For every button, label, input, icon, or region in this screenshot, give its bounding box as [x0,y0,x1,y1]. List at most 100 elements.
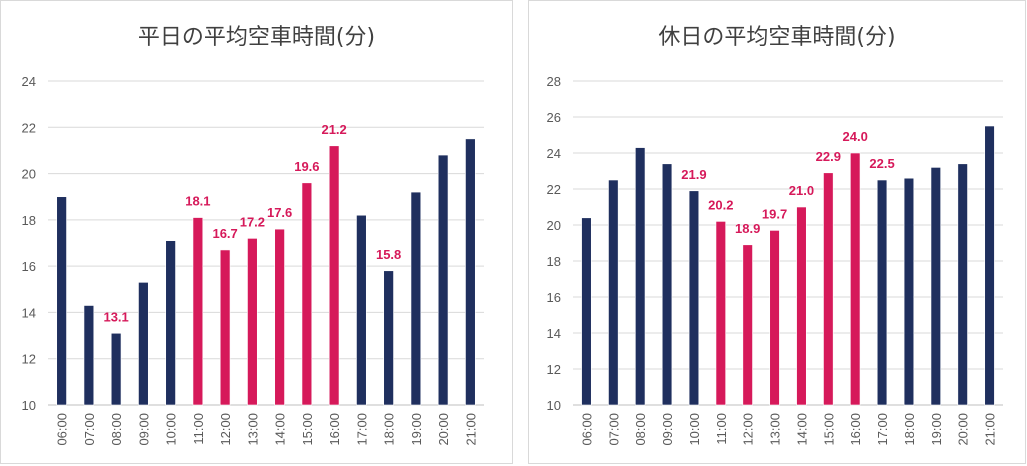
x-tick-label: 07:00 [606,413,621,446]
x-tick-label: 06:00 [55,413,70,446]
data-label: 17.6 [267,205,292,220]
y-tick-label: 22 [547,182,561,197]
bar-1400 [796,206,807,406]
bar-1300 [247,238,258,406]
data-label: 18.9 [735,221,760,236]
x-tick-label: 14:00 [794,413,809,446]
data-label: 22.9 [816,149,841,164]
x-tick-label: 12:00 [218,413,233,446]
x-tick-label: 17:00 [875,413,890,446]
bar-1700 [356,214,367,406]
x-tick-label: 14:00 [273,413,288,446]
x-tick-label: 15:00 [821,413,836,446]
x-tick-label: 20:00 [956,413,971,446]
x-tick-label: 21:00 [983,413,998,446]
x-tick-label: 19:00 [409,413,424,446]
bar-1900 [930,167,941,406]
y-tick-label: 12 [22,352,36,367]
x-tick-label: 21:00 [463,413,478,446]
data-label: 17.2 [240,214,265,229]
bar-0700 [608,179,619,406]
data-label: 19.7 [762,206,787,221]
data-label: 22.5 [869,156,894,171]
data-label: 21.9 [681,167,706,182]
bar-1800 [383,270,394,406]
bar-1600 [850,152,861,406]
y-tick-label: 10 [22,398,36,413]
data-label: 24.0 [843,129,868,144]
x-tick-label: 18:00 [902,413,917,446]
bar-1500 [301,182,313,406]
bar-1100 [192,217,204,406]
bar-0600 [581,217,592,406]
bar-1000 [688,190,700,406]
bar-1100 [715,221,726,406]
holiday-chart-title: 休日の平均空車時間(分) [658,25,896,50]
bar-0900 [661,163,673,406]
y-tick-label: 10 [547,398,561,413]
data-label: 13.1 [103,309,128,324]
bar-2000 [437,154,449,406]
data-label: 20.2 [708,197,733,212]
bar-0900 [138,282,149,406]
x-tick-label: 11:00 [714,413,729,445]
y-tick-label: 18 [547,254,561,269]
x-tick-label: 16:00 [848,413,863,446]
bar-0600 [56,196,67,406]
y-tick-label: 12 [547,362,561,377]
weekday-chart: 10 12 14 16 18 20 22 24 06:00 07:00 08:00 13.1 09:00… [22,74,484,446]
y-tick-label: 18 [22,213,36,228]
x-tick-label: 07:00 [82,413,97,446]
x-tick-label: 09:00 [136,413,151,446]
bar-1900 [410,191,422,406]
y-tick-label: 22 [22,120,36,135]
bar-2100 [984,125,995,406]
y-tick-label: 20 [22,167,36,182]
bar-0800 [110,332,122,406]
x-tick-label: 16:00 [327,413,342,446]
y-tick-label: 16 [22,259,36,274]
x-tick-label: 10:00 [164,413,179,446]
weekday-chart-panel: 平日の平均空車時間(分) 10 12 14 16 18 20 22 24 06:00 07:00 0… [0,0,513,464]
y-tick-label: 28 [547,74,561,89]
data-label: 21.0 [789,183,814,198]
bar-1300 [769,230,780,406]
x-tick-label: 19:00 [929,413,944,446]
x-tick-label: 13:00 [245,413,260,446]
bar-0700 [83,305,95,406]
x-tick-label: 11:00 [191,413,206,445]
data-label: 19.6 [294,159,319,174]
x-tick-label: 20:00 [436,413,451,446]
data-label: 16.7 [212,226,237,241]
weekday-chart-title: 平日の平均空車時間(分) [137,25,376,50]
holiday-chart: 10 12 14 16 18 20 22 24 26 28 06:00 07:00 08:00 09:00… [547,74,1003,446]
y-tick-label: 24 [547,146,561,161]
y-tick-label: 26 [547,110,561,125]
data-label: 18.1 [185,194,210,209]
bar-1200 [219,249,231,406]
bar-1700 [876,179,888,406]
bar-2000 [957,163,968,406]
x-tick-label: 12:00 [741,413,756,446]
bar-1200 [742,244,753,406]
bar-1500 [823,172,834,406]
bar-1800 [903,177,915,406]
y-tick-label: 14 [547,326,561,341]
y-tick-label: 16 [547,290,561,305]
y-tick-label: 20 [547,218,561,233]
bar-1600 [328,145,340,406]
bar-1000 [165,240,176,406]
x-tick-label: 15:00 [300,413,315,446]
x-tick-label: 08:00 [109,413,124,446]
y-tick-label: 24 [22,74,36,89]
x-tick-label: 10:00 [687,413,702,446]
x-tick-label: 18:00 [382,413,397,446]
x-tick-label: 06:00 [579,413,594,446]
holiday-chart-panel: 休日の平均空車時間(分) 10 12 14 16 18 20 22 24 26 28 06:00 07… [528,0,1026,464]
x-tick-label: 09:00 [660,413,675,446]
x-tick-label: 17:00 [354,413,369,446]
data-label: 21.2 [321,122,346,137]
bar-1400 [274,228,285,406]
x-tick-label: 08:00 [633,413,648,446]
bar-2100 [465,138,476,406]
